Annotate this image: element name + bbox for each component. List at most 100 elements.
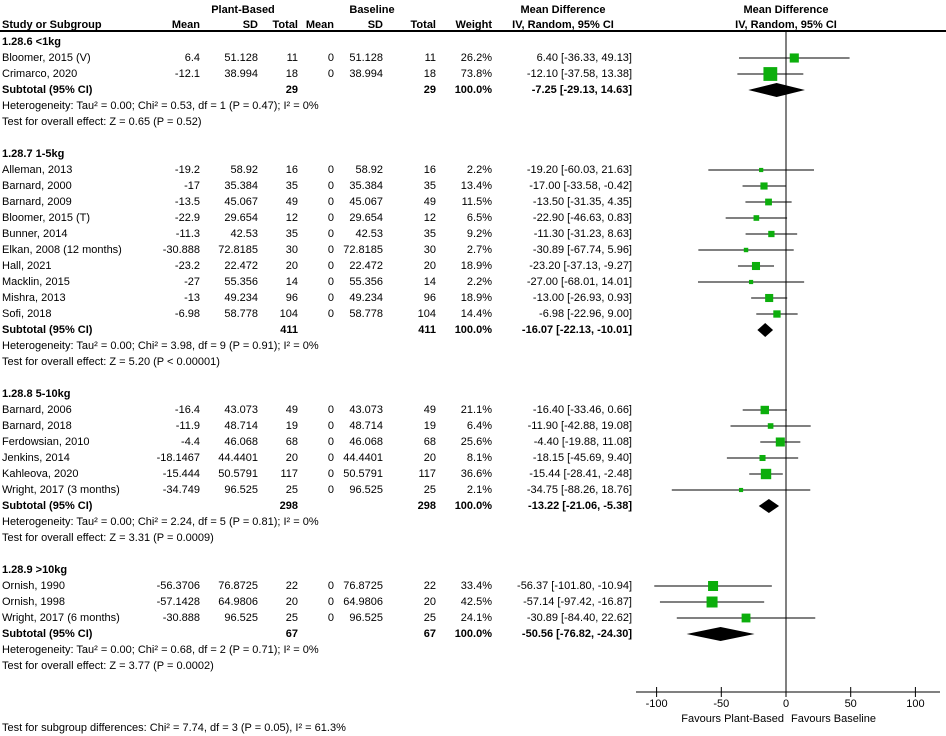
header-divider	[0, 30, 946, 32]
effect-square	[741, 613, 751, 623]
pb-sd-cell: 43.073	[224, 404, 258, 416]
bl-sd-cell: 49.234	[349, 292, 383, 304]
ci-text-cell: -11.30 [-31.23, 8.63]	[533, 228, 632, 240]
pb-mean-cell: -13	[184, 292, 200, 304]
subtotal-diamond	[757, 323, 774, 337]
bl-mean-cell: 0	[327, 292, 334, 304]
effect-square	[738, 487, 744, 493]
bl-sd-cell: 55.356	[349, 276, 383, 288]
pb-mean-cell: -30.888	[162, 244, 200, 256]
pb-sd-cell: 48.714	[224, 420, 258, 432]
axis-tick-label: -100	[645, 698, 668, 710]
ci-text-cell: -23.20 [-37.13, -9.27]	[529, 260, 632, 272]
weight-cell: 2.7%	[466, 244, 492, 256]
bl-total-cell: 12	[423, 212, 436, 224]
bl-mean-cell: 0	[327, 436, 334, 448]
ci-text-cell: -22.90 [-46.63, 0.83]	[532, 212, 632, 224]
pb-sd-cell: 55.356	[224, 276, 258, 288]
bl-total-cell: 20	[423, 452, 436, 464]
pb-sd-cell: 58.778	[224, 308, 258, 320]
column-header-mean-difference: Mean Difference	[520, 4, 606, 16]
pb-sd-cell: 44.4401	[218, 452, 258, 464]
pb-mean-cell: -4.4	[181, 436, 200, 448]
pb-sd-cell: 35.384	[224, 180, 258, 192]
ci-text-cell: -13.50 [-31.35, 4.35]	[532, 196, 632, 208]
pb-total-cell: 11	[286, 52, 298, 64]
column-header-bl-total: Total	[410, 19, 436, 31]
subtotal-pb-total: 67	[285, 628, 298, 640]
bl-total-cell: 20	[423, 260, 436, 272]
study-label: Barnard, 2006	[2, 404, 72, 416]
subgroup-differences-test: Test for subgroup differences: Chi² = 7.…	[2, 722, 346, 734]
subtotal-bl-total: 298	[417, 500, 436, 512]
subgroup-title: 1.28.9 >10kg	[2, 564, 68, 576]
pb-mean-cell: -34.749	[162, 484, 200, 496]
weight-cell: 24.1%	[460, 612, 492, 624]
weight-cell: 18.9%	[460, 260, 492, 272]
subgroup-title: 1.28.8 5-10kg	[2, 388, 71, 400]
bl-total-cell: 16	[423, 164, 436, 176]
bl-sd-cell: 45.067	[349, 196, 383, 208]
pb-mean-cell: -16.4	[174, 404, 200, 416]
bl-total-cell: 30	[423, 244, 436, 256]
pb-mean-cell: -18.1467	[156, 452, 200, 464]
bl-sd-cell: 96.525	[349, 612, 383, 624]
bl-mean-cell: 0	[327, 260, 334, 272]
bl-total-cell: 25	[423, 484, 436, 496]
bl-sd-cell: 48.714	[349, 420, 383, 432]
weight-cell: 21.1%	[460, 404, 492, 416]
overall-effect-text: Test for overall effect: Z = 3.77 (P = 0…	[2, 660, 214, 672]
pb-sd-cell: 76.8725	[218, 580, 258, 592]
subtotal-ci-text: -50.56 [-76.82, -24.30]	[521, 628, 632, 640]
subtotal-pb-total: 298	[279, 500, 298, 512]
weight-cell: 33.4%	[460, 580, 492, 592]
pb-total-cell: 104	[279, 308, 298, 320]
pb-total-cell: 18	[285, 68, 298, 80]
pb-sd-cell: 22.472	[224, 260, 258, 272]
effect-square	[765, 198, 772, 206]
column-header-pb-mean: Mean	[171, 19, 200, 31]
pb-mean-cell: 6.4	[184, 52, 200, 64]
study-label: Wright, 2017 (6 months)	[2, 612, 120, 624]
bl-sd-cell: 64.9806	[343, 596, 383, 608]
ci-text-cell: -17.00 [-33.58, -0.42]	[529, 180, 632, 192]
effect-square	[760, 182, 768, 190]
weight-cell: 9.2%	[466, 228, 492, 240]
effect-square	[789, 53, 799, 63]
bl-total-cell: 25	[423, 612, 436, 624]
pb-mean-cell: -17	[184, 180, 200, 192]
subtotal-label: Subtotal (95% CI)	[2, 628, 93, 640]
pb-total-cell: 12	[285, 212, 298, 224]
pb-sd-cell: 96.525	[224, 484, 258, 496]
subtotal-label: Subtotal (95% CI)	[2, 324, 93, 336]
effect-square	[759, 167, 764, 173]
bl-total-cell: 19	[423, 420, 436, 432]
study-label: Kahleova, 2020	[2, 468, 79, 480]
column-header-bl-sd: SD	[367, 19, 383, 31]
pb-mean-cell: -56.3706	[156, 580, 200, 592]
ci-text-cell: -13.00 [-26.93, 0.93]	[532, 292, 632, 304]
study-label: Bunner, 2014	[2, 228, 68, 240]
study-label: Barnard, 2000	[2, 180, 72, 192]
pb-mean-cell: -12.1	[174, 68, 200, 80]
pb-sd-cell: 42.53	[230, 228, 258, 240]
study-label: Sofi, 2018	[2, 308, 52, 320]
pb-sd-cell: 38.994	[224, 68, 258, 80]
weight-cell: 14.4%	[460, 308, 492, 320]
effect-square	[743, 247, 749, 253]
ci-text-cell: -34.75 [-88.26, 18.76]	[526, 484, 632, 496]
effect-square	[748, 279, 754, 285]
bl-sd-cell: 72.8185	[343, 244, 383, 256]
effect-square	[751, 261, 761, 271]
ci-text-cell: -27.00 [-68.01, 14.01]	[526, 276, 632, 288]
pb-mean-cell: -15.444	[162, 468, 200, 480]
pb-mean-cell: -19.2	[174, 164, 200, 176]
ci-text-cell: -56.37 [-101.80, -10.94]	[517, 580, 632, 592]
subtotal-diamond	[758, 499, 780, 513]
pb-sd-cell: 64.9806	[218, 596, 258, 608]
bl-total-cell: 35	[423, 228, 436, 240]
pb-total-cell: 68	[285, 436, 298, 448]
bl-mean-cell: 0	[327, 484, 334, 496]
